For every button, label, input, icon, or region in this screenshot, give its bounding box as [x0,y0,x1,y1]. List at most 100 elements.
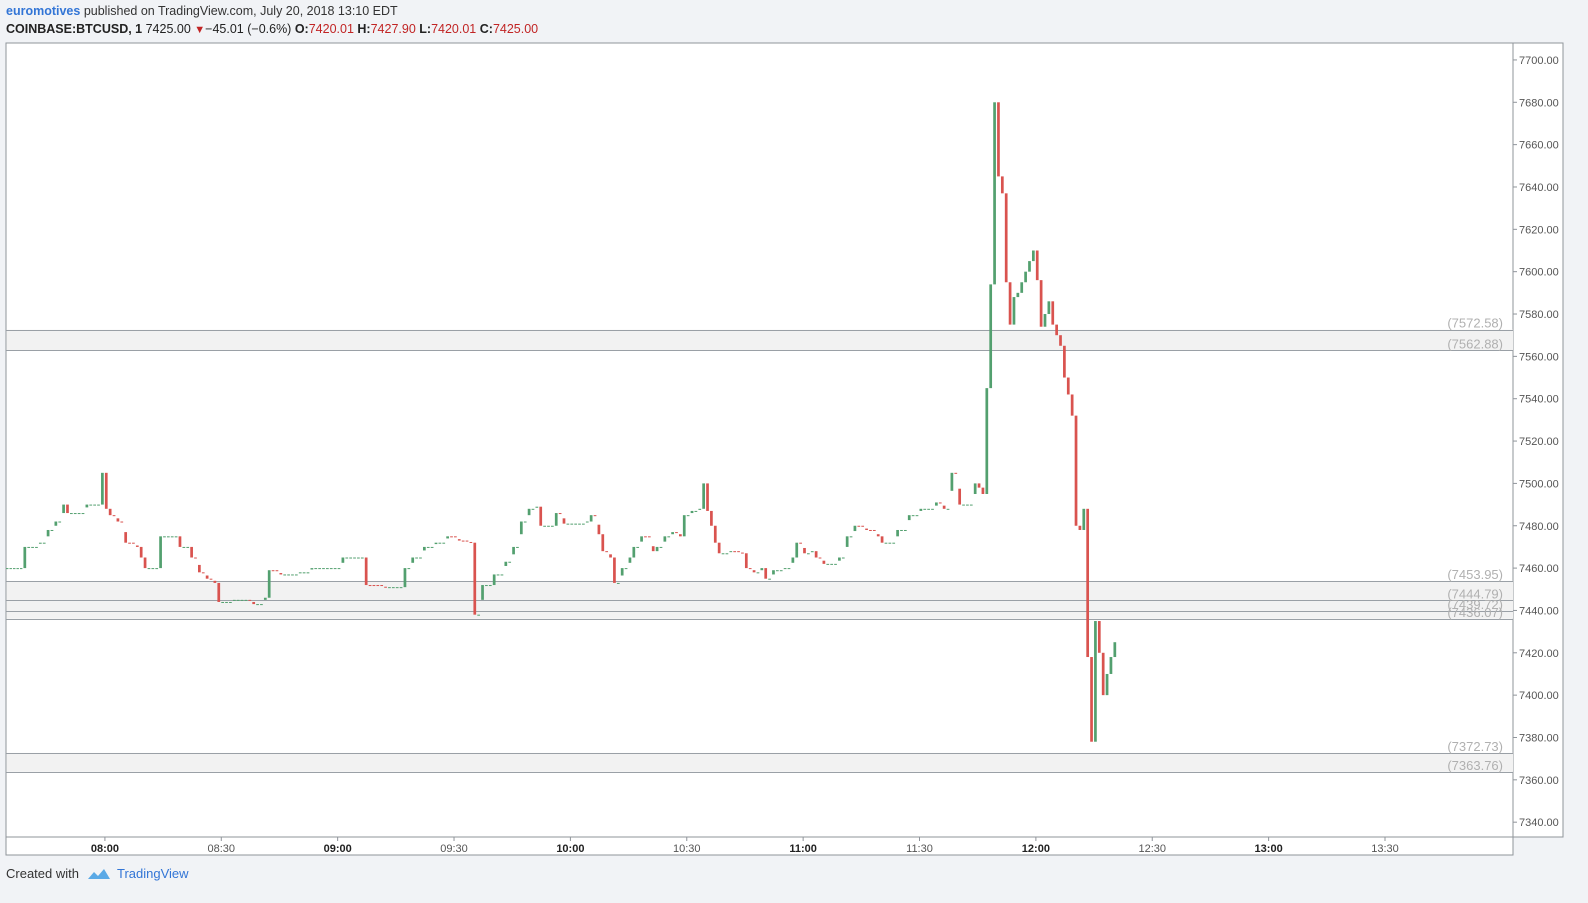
candle [744,553,748,569]
candle [337,568,341,570]
candle [803,547,806,554]
candle [283,574,287,576]
candle [1051,301,1055,325]
candle [12,568,16,570]
candle [178,536,182,547]
candle [772,570,775,575]
candle [6,568,9,570]
candle [225,601,228,603]
candle [628,557,632,563]
candle [1055,324,1058,336]
candle [950,472,954,491]
candle [717,542,721,554]
candle [124,532,128,543]
candle [376,585,380,587]
price-tick-label: 7380.00 [1519,732,1559,744]
candle [547,525,550,527]
candle [535,506,539,508]
time-tick-label: 13:30 [1371,843,1399,855]
candle [194,557,197,559]
candle [1097,621,1101,653]
candle [364,557,368,586]
candle [741,552,744,554]
candle [1082,508,1086,530]
candle [931,508,934,510]
candle [865,528,868,530]
price-chart[interactable]: 7700.00 7680.00 7660.00 7640.00 7620.00 7600.… [0,0,1588,860]
level-label: (7562.88) [1447,336,1503,351]
time-tick-label: 13:00 [1255,843,1283,855]
candle [795,542,799,558]
candle [733,551,737,553]
candle [132,542,135,544]
close-value: 7425.00 [492,22,539,36]
time-tick-label: 10:30 [673,843,701,855]
candle [748,568,752,570]
symbol-label: COINBASE:BTCUSD, 1 [6,22,143,36]
candle [593,515,597,517]
high-label: H: [357,22,371,36]
price-tick-label: 7540.00 [1519,394,1559,406]
candle [1000,176,1004,194]
candle [962,504,965,506]
price-tick-label: 7700.00 [1519,55,1559,67]
publish-info: euromotives published on TradingView.com… [6,4,398,18]
candle [597,524,601,535]
author-link[interactable]: euromotives [6,4,81,18]
candle [570,523,574,525]
candle [294,574,298,576]
candle [186,546,190,548]
price-tick-label: 7580.00 [1519,309,1559,321]
candle [434,542,438,545]
candle [232,599,236,601]
candle [896,529,899,537]
level-label: (7363.76) [1447,758,1503,773]
candle [888,542,892,544]
candle [1078,525,1082,530]
candle [830,563,834,565]
candle [1090,657,1093,742]
candle [1070,394,1074,416]
candle [139,546,143,558]
candle [989,284,993,389]
candle [605,551,609,553]
candle [841,557,845,559]
candle [438,542,442,544]
candle [496,574,500,576]
price-axis-area[interactable] [1512,42,1564,838]
candle [725,553,729,555]
tradingview-link[interactable]: TradingView [116,866,189,881]
level-label: (7572.58) [1447,316,1503,331]
candle [1004,193,1008,283]
candle [415,557,418,559]
candle [477,614,481,616]
candle [504,561,508,566]
candle [1008,282,1012,325]
level-label: (7372.73) [1447,739,1503,754]
candle [1059,335,1062,346]
candle [446,536,449,539]
candle [190,546,193,558]
candle [240,599,244,601]
candle [927,508,930,510]
candle [1086,508,1090,658]
price-tick-label: 7660.00 [1519,140,1559,152]
candle [768,578,771,580]
plot-area[interactable] [5,42,1514,838]
candle [407,568,411,570]
candle [1109,657,1113,674]
time-axis-area[interactable] [5,836,1514,856]
candle [1101,652,1105,696]
candle [1028,261,1031,272]
candle [411,557,415,563]
candle [326,568,329,570]
candle [166,536,170,538]
candle [609,554,612,558]
candle [694,510,698,512]
candle [779,570,783,572]
low-value: 7420.01 [431,22,477,36]
candle [298,572,302,574]
candle [488,585,492,587]
candle [512,546,515,555]
tradingview-logo-icon[interactable] [87,867,111,881]
